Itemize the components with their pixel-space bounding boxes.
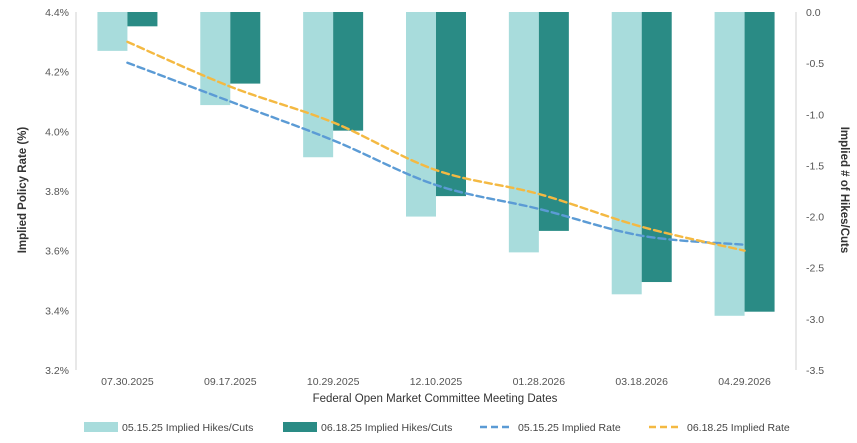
right-tick-label: -3.5 (806, 365, 824, 377)
left-axis-ticks: 4.4% 4.2% 4.0% 3.8% 3.6% 3.4% 3.2% (45, 7, 69, 377)
right-tick-label: -3.0 (806, 314, 824, 326)
x-tick-label: 09.17.2025 (204, 376, 257, 388)
bar-may15-1 (200, 12, 231, 106)
left-tick-label: 4.0% (45, 126, 69, 138)
right-axis-ticks: 0.0 -0.5 -1.0 -1.5 -2.0 -2.5 -3.0 -3.5 (806, 7, 824, 377)
x-tick-label: 12.10.2025 (410, 376, 463, 388)
left-tick-label: 3.2% (45, 365, 69, 377)
bar-jun18-1 (230, 12, 261, 84)
legend-label: 06.18.25 Implied Hikes/Cuts (321, 422, 452, 434)
bar-may15-3 (406, 12, 436, 217)
bars-layer (97, 12, 775, 316)
right-tick-label: -0.5 (806, 58, 824, 70)
legend-label: 06.18.25 Implied Rate (687, 422, 790, 434)
left-tick-label: 3.8% (45, 186, 69, 198)
left-tick-label: 4.2% (45, 67, 69, 79)
legend-swatch (283, 422, 317, 432)
right-tick-label: 0.0 (806, 7, 821, 19)
x-tick-label: 01.28.2026 (513, 376, 566, 388)
x-tick-label: 03.18.2026 (615, 376, 668, 388)
bar-jun18-3 (436, 12, 466, 197)
bar-jun18-2 (333, 12, 364, 131)
left-tick-label: 3.6% (45, 246, 69, 258)
legend-label: 05.15.25 Implied Rate (518, 422, 621, 434)
bar-may15-0 (97, 12, 128, 51)
right-tick-label: -1.0 (806, 109, 824, 121)
legend-swatch (84, 422, 118, 432)
bar-may15-5 (611, 12, 642, 295)
x-axis-title: Federal Open Market Committee Meeting Da… (313, 393, 558, 405)
bar-jun18-0 (127, 12, 158, 27)
bar-jun18-5 (641, 12, 672, 283)
right-tick-label: -2.0 (806, 212, 824, 224)
y-axis-right-title: Implied # of Hikes/Cuts (838, 127, 850, 254)
x-axis-ticks: 07.30.2025 09.17.2025 10.29.2025 12.10.2025… (101, 376, 771, 388)
left-tick-label: 3.4% (45, 305, 69, 317)
right-tick-label: -2.5 (806, 263, 824, 275)
left-tick-label: 4.4% (45, 7, 69, 19)
legend: 05.15.25 Implied Hikes/Cuts 06.18.25 Impl… (84, 422, 790, 434)
lines-layer (126, 40, 746, 252)
y-axis-left-title: Implied Policy Rate (%) (17, 127, 29, 254)
line-may15-implied-rate (126, 61, 746, 246)
legend-label: 05.15.25 Implied Hikes/Cuts (122, 422, 253, 434)
bar-may15-4 (508, 12, 539, 253)
bar-may15-6 (714, 12, 745, 316)
x-tick-label: 04.29.2026 (718, 376, 771, 388)
right-tick-label: -1.5 (806, 160, 824, 172)
x-tick-label: 07.30.2025 (101, 376, 154, 388)
x-tick-label: 10.29.2025 (307, 376, 360, 388)
line-jun18-implied-rate (126, 40, 746, 252)
bar-jun18-6 (744, 12, 775, 312)
